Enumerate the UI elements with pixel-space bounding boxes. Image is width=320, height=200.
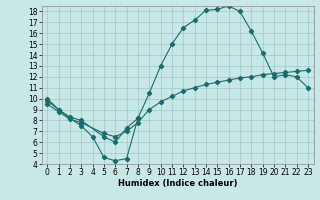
- X-axis label: Humidex (Indice chaleur): Humidex (Indice chaleur): [118, 179, 237, 188]
